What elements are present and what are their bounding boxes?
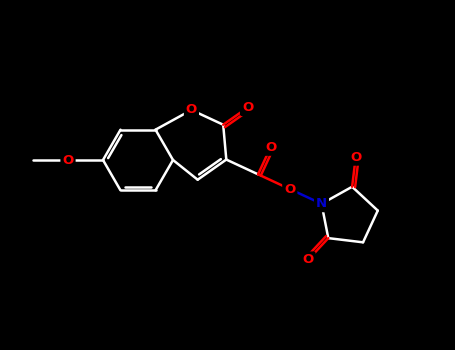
Text: O: O — [350, 151, 361, 164]
Text: O: O — [62, 154, 74, 167]
Text: O: O — [186, 104, 197, 117]
Text: O: O — [265, 141, 276, 154]
Text: O: O — [242, 101, 253, 114]
Text: N: N — [316, 197, 327, 210]
Text: O: O — [303, 253, 313, 266]
Text: O: O — [284, 183, 295, 196]
